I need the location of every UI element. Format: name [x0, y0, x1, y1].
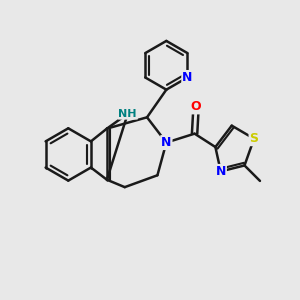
- Text: NH: NH: [118, 109, 137, 119]
- Text: O: O: [191, 100, 201, 113]
- Text: N: N: [161, 136, 172, 149]
- Text: N: N: [216, 165, 226, 178]
- Text: N: N: [182, 71, 193, 84]
- Text: S: S: [250, 132, 259, 145]
